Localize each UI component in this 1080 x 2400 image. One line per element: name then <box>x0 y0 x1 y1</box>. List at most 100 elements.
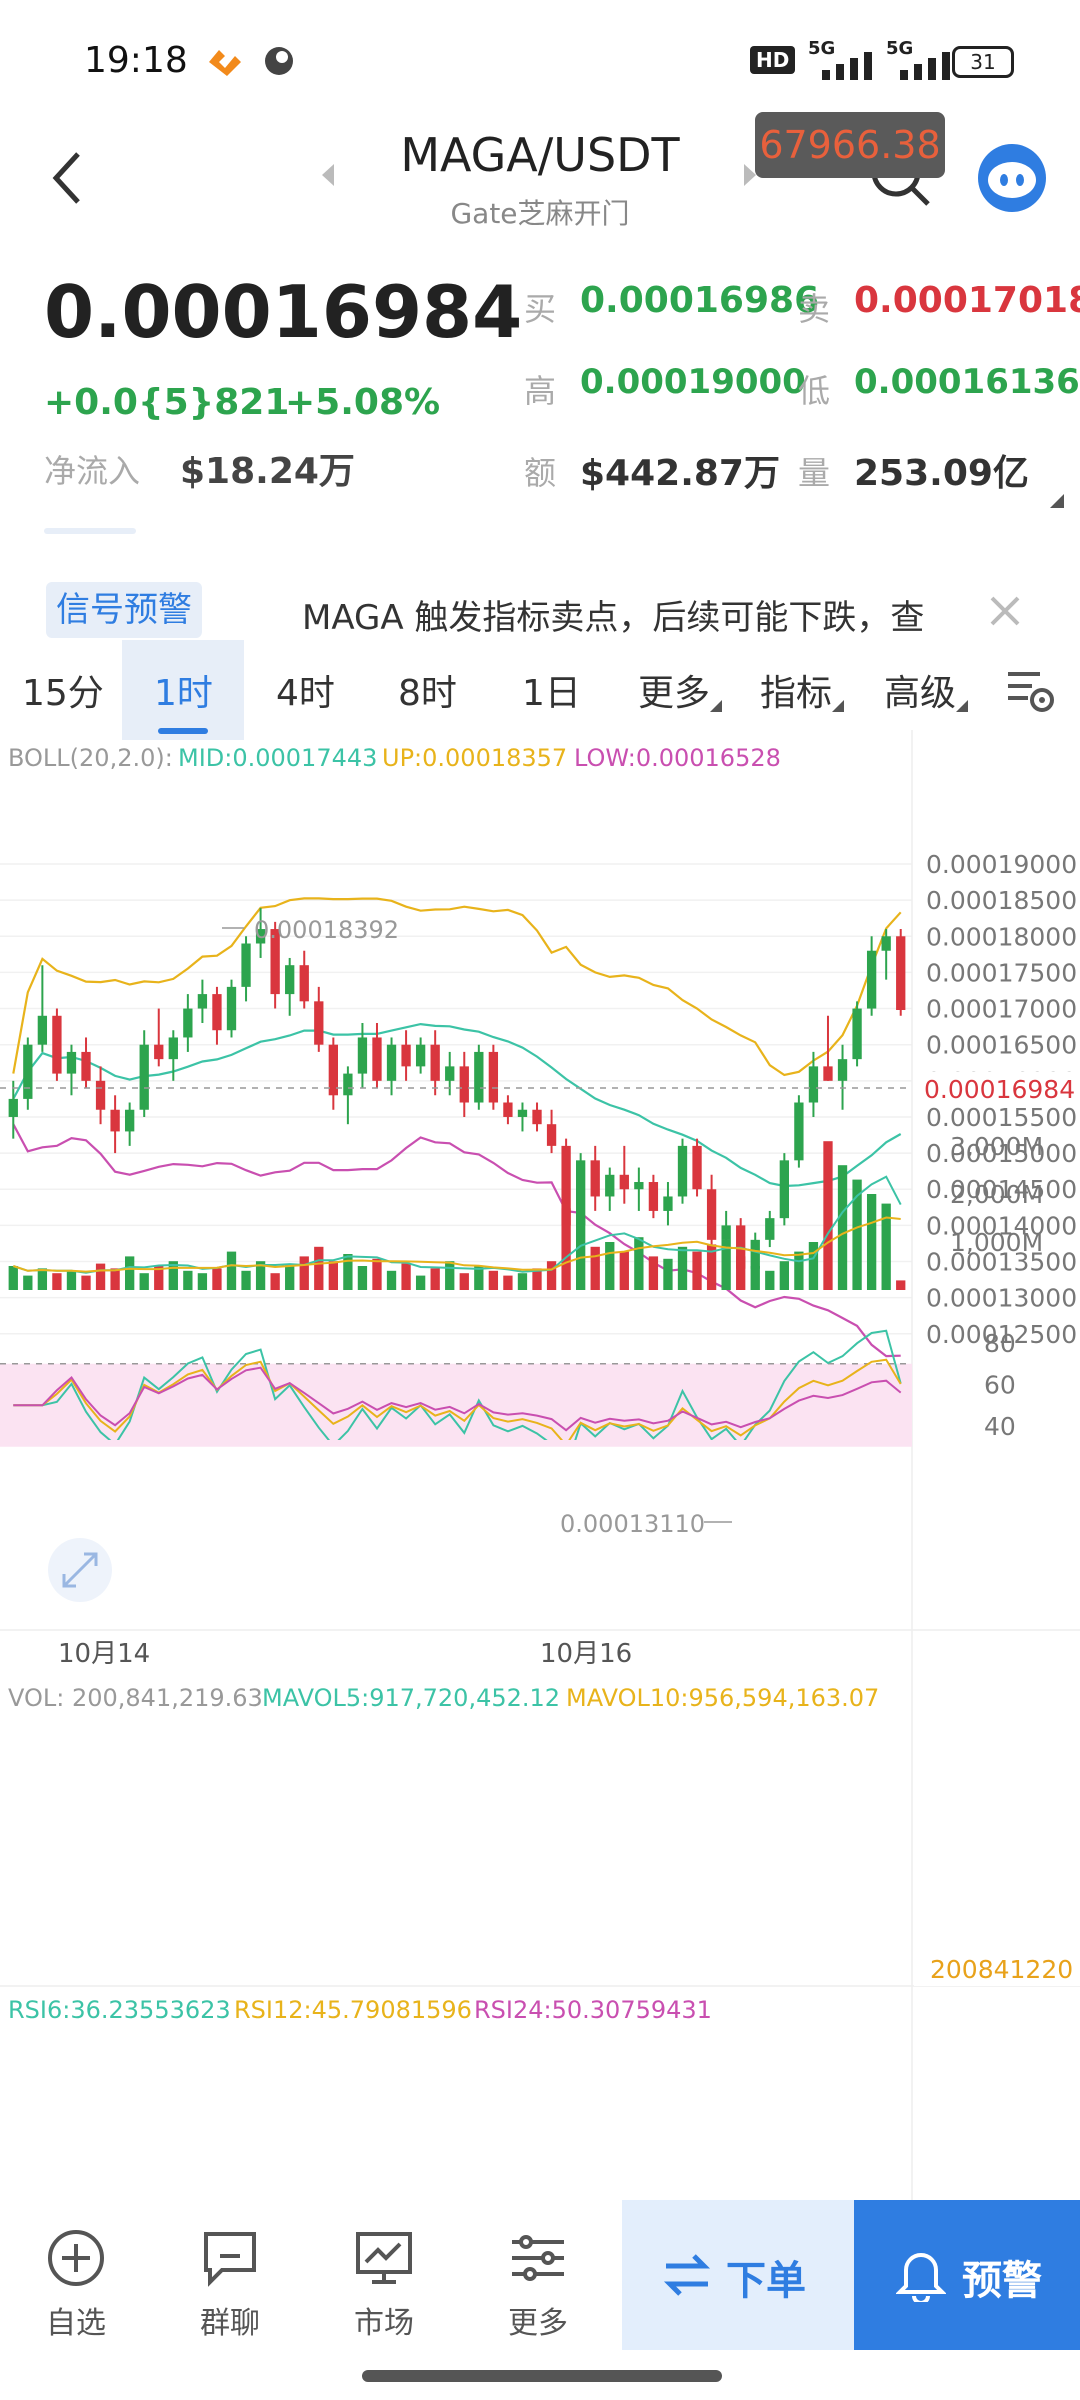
volume-bar <box>241 1270 251 1290</box>
expand-corner-icon[interactable] <box>1050 494 1064 508</box>
bottom-nav: 自选 群聊 市场 更多 下单 预警 <box>0 2200 1080 2350</box>
candle-body <box>706 1189 717 1240</box>
volume-bar <box>285 1263 295 1290</box>
boll-label: BOLL(20,2.0): <box>8 744 173 772</box>
chart-settings-icon[interactable] <box>1004 664 1056 716</box>
candle-body <box>212 994 222 1031</box>
tab-indicators[interactable]: 指标 <box>760 673 833 714</box>
volume-bar <box>23 1275 33 1290</box>
volume-bar <box>125 1256 135 1290</box>
net-inflow-value: $18.24万 <box>180 451 355 492</box>
fullscreen-icon[interactable] <box>48 1538 112 1602</box>
candle-body <box>823 1066 833 1081</box>
volume-value: 253.09亿 <box>854 453 1029 494</box>
candles <box>8 908 906 1290</box>
nav-watchlist[interactable]: 自选 <box>30 2200 130 2350</box>
volume-bar <box>474 1266 484 1290</box>
header: MAGA/USDT Gate芝麻开门 67966.38 <box>0 112 1080 260</box>
candle-body <box>445 1066 455 1081</box>
back-icon[interactable] <box>48 148 88 208</box>
volume-bar <box>430 1268 440 1290</box>
volume-bar <box>634 1237 644 1290</box>
timeframe-tabs: 15分 1时 4时 8时 1日 更多 指标 高级 <box>0 640 1080 740</box>
candle-body <box>95 1080 106 1110</box>
volume-bar <box>736 1256 746 1290</box>
volume-bar <box>750 1266 760 1290</box>
tab-15m[interactable]: 15分 <box>22 673 104 714</box>
signal-icon-1 <box>822 52 872 80</box>
candle-body <box>590 1160 600 1197</box>
candle-body <box>66 1051 77 1074</box>
alert-button-label: 预警 <box>962 2258 1042 2304</box>
volume-bar <box>852 1179 862 1290</box>
volume-bar <box>154 1266 164 1290</box>
tab-8h[interactable]: 8时 <box>398 673 457 714</box>
order-button[interactable]: 下单 <box>622 2200 854 2350</box>
rsi6-label: RSI6:36.23553623 <box>8 1996 231 2024</box>
current-price-tag-bg <box>914 1072 1080 1106</box>
tab-active-indicator <box>158 728 208 734</box>
rsi-band <box>0 1363 912 1447</box>
candle-body <box>343 1073 353 1096</box>
change-pct: +5.08% <box>285 382 441 423</box>
price-tick-label: 0.00014500 <box>926 1175 1077 1204</box>
tab-advanced[interactable]: 高级 <box>884 673 957 714</box>
home-indicator <box>362 2370 722 2382</box>
candle-body <box>415 1044 426 1067</box>
tab-1h[interactable]: 1时 <box>154 673 213 714</box>
candle-body <box>866 950 877 1009</box>
price-tick-label: 0.00012500 <box>926 1320 1077 1349</box>
candle-body <box>794 1102 804 1161</box>
volume-tick-label: 3,000M <box>950 1132 1043 1161</box>
volume-bar <box>401 1263 411 1290</box>
ticker-summary: 0.00016984 +0.0{5}821 +5.08% 净流入 $18.24万… <box>0 260 1080 535</box>
close-icon[interactable] <box>988 594 1022 628</box>
candle-body <box>896 936 906 1010</box>
volume-axis: 3,000M 2,000M 1,000M <box>950 1132 1043 1257</box>
tab-more[interactable]: 更多 <box>638 673 711 714</box>
volume-bar <box>66 1270 77 1290</box>
hd-icon: HD <box>750 46 796 74</box>
date-label-1: 10月14 <box>58 1639 150 1669</box>
volume-bar <box>343 1254 353 1290</box>
candle-body <box>750 1239 760 1269</box>
signal-banner[interactable]: 信号预警 MAGA 触发指标卖点，后续可能下跌，查 <box>0 580 1080 640</box>
alert-button[interactable]: 预警 <box>854 2200 1080 2350</box>
prev-pair-icon[interactable] <box>318 160 338 190</box>
candle-body <box>474 1051 484 1103</box>
current-price-tag: 0.00016984 <box>924 1075 1075 1104</box>
volume-bar <box>445 1261 455 1290</box>
candle-body <box>576 1160 586 1226</box>
volume-bar <box>197 1273 208 1290</box>
min-price-label: 0.00013110 <box>560 1510 705 1538</box>
next-pair-icon[interactable] <box>740 160 760 190</box>
candle-body <box>648 1182 659 1211</box>
volume-bar <box>532 1268 542 1290</box>
change-abs: +0.0{5}821 <box>44 382 290 423</box>
nav-more[interactable]: 更多 <box>492 2200 592 2350</box>
tab-1d[interactable]: 1日 <box>522 673 581 714</box>
network-5g-2: 5G <box>886 38 914 59</box>
dropdown-caret-more <box>710 700 722 712</box>
buy-value: 0.00016986 <box>580 280 820 321</box>
boll-mid-value: MID:0.00017443 <box>178 744 377 772</box>
candle-body <box>372 1037 382 1081</box>
candle-body <box>328 1044 338 1096</box>
pair-title[interactable]: MAGA/USDT <box>400 128 680 182</box>
candle-body <box>183 1008 193 1038</box>
volume-bar <box>110 1268 120 1290</box>
candle-body <box>285 965 295 995</box>
price-tick-label: 0.00016500 <box>926 1031 1077 1060</box>
volume-bar <box>721 1239 731 1290</box>
nav-market[interactable]: 市场 <box>338 2200 438 2350</box>
nav-chat[interactable]: 群聊 <box>184 2200 284 2350</box>
nav-chat-label: 群聊 <box>200 2306 260 2341</box>
tab-4h[interactable]: 4时 <box>276 673 335 714</box>
assistant-bot-icon[interactable] <box>974 140 1050 216</box>
kline-chart[interactable]: BOLL(20,2.0): MID:0.00017443 UP:0.000183… <box>0 730 1080 2200</box>
volume-bar <box>255 1261 266 1290</box>
candle-body <box>765 1218 775 1240</box>
chat-icon <box>204 2232 256 2287</box>
candle-body <box>634 1182 644 1190</box>
volume-bar <box>415 1275 426 1290</box>
